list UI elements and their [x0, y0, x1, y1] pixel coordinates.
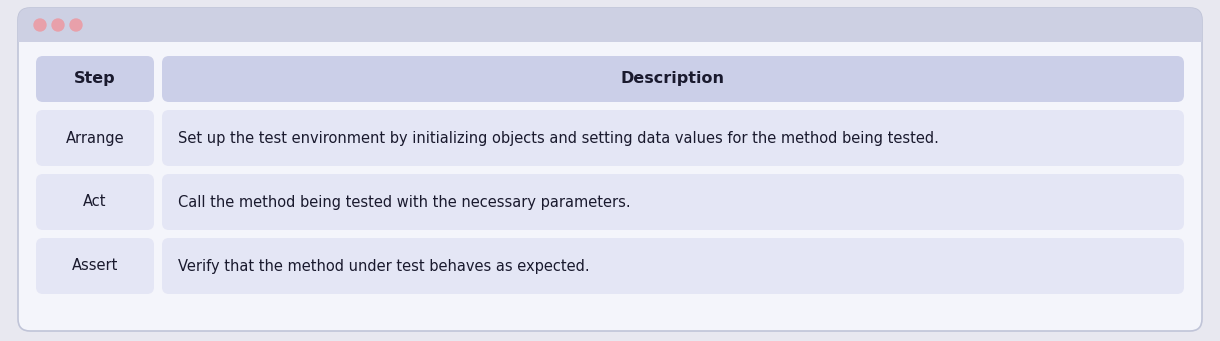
Text: Arrange: Arrange	[66, 131, 124, 146]
Text: Set up the test environment by initializing objects and setting data values for : Set up the test environment by initializ…	[178, 131, 939, 146]
Circle shape	[52, 19, 63, 31]
Text: Verify that the method under test behaves as expected.: Verify that the method under test behave…	[178, 258, 589, 273]
FancyBboxPatch shape	[18, 8, 1202, 42]
Bar	[18, 20, 1202, 42]
Circle shape	[34, 19, 46, 31]
Text: Description: Description	[621, 72, 725, 87]
Text: Step: Step	[74, 72, 116, 87]
FancyBboxPatch shape	[37, 56, 154, 102]
FancyBboxPatch shape	[37, 110, 154, 166]
FancyBboxPatch shape	[162, 238, 1183, 294]
Text: Act: Act	[83, 194, 107, 209]
FancyBboxPatch shape	[37, 174, 154, 230]
Circle shape	[70, 19, 82, 31]
FancyBboxPatch shape	[162, 56, 1183, 102]
Text: Call the method being tested with the necessary parameters.: Call the method being tested with the ne…	[178, 194, 631, 209]
FancyBboxPatch shape	[162, 110, 1183, 166]
FancyBboxPatch shape	[37, 238, 154, 294]
FancyBboxPatch shape	[18, 8, 1202, 331]
Text: Assert: Assert	[72, 258, 118, 273]
FancyBboxPatch shape	[162, 174, 1183, 230]
